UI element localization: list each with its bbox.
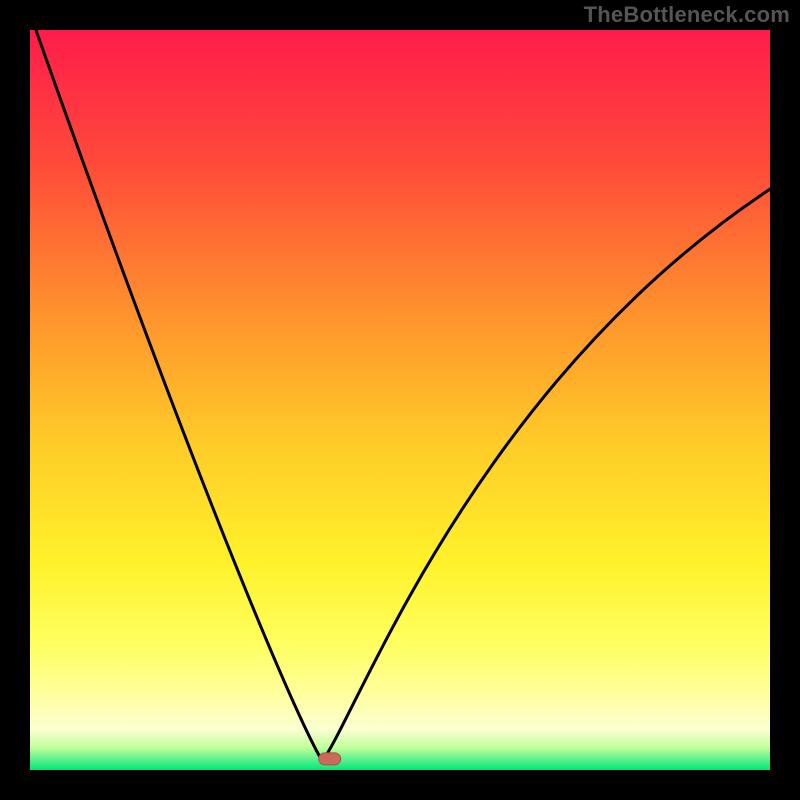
chart-svg — [0, 0, 800, 800]
chart-frame: TheBottleneck.com — [0, 0, 800, 800]
watermark-text: TheBottleneck.com — [584, 2, 790, 28]
optimal-marker — [319, 753, 341, 765]
gradient-background — [30, 30, 770, 770]
